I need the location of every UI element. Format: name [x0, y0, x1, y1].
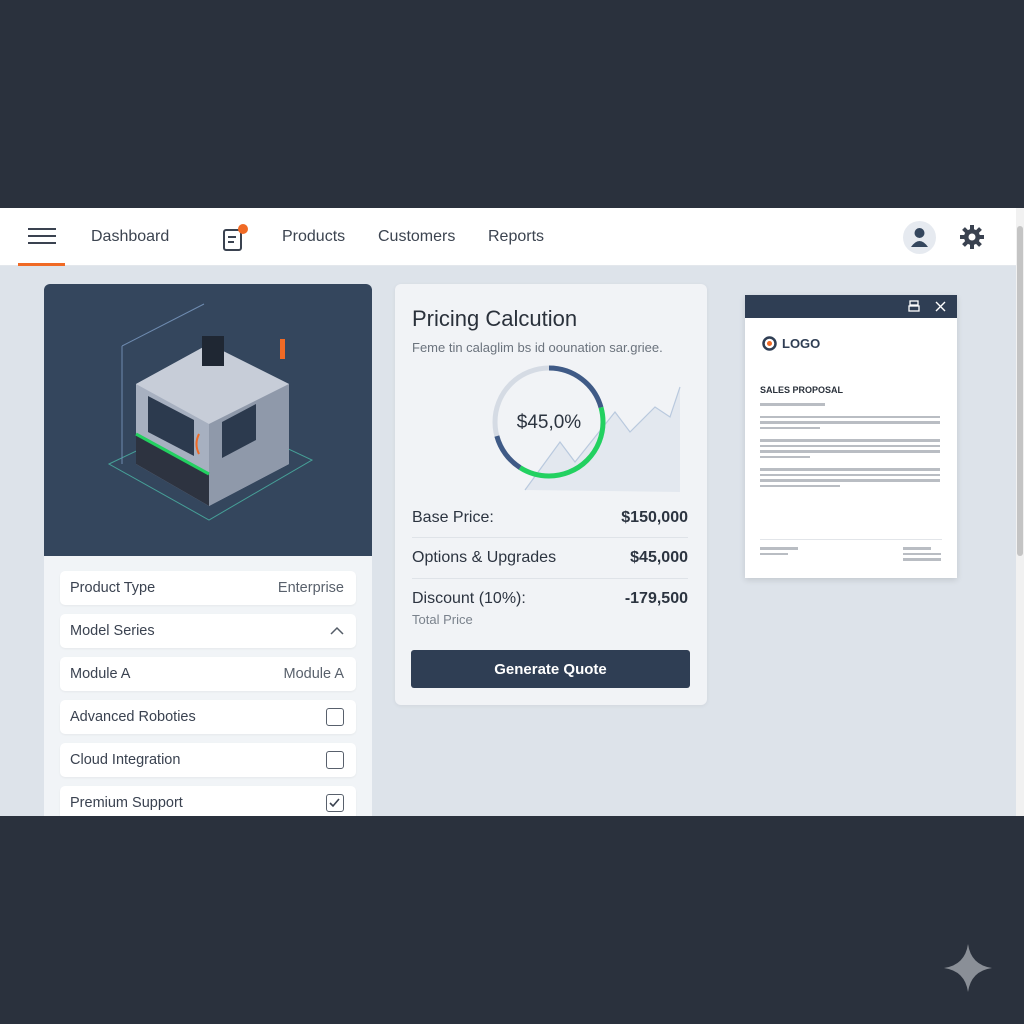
advanced-robotics-row: Advanced Roboties — [60, 700, 356, 734]
module-row[interactable]: Module A Module A — [60, 657, 356, 691]
chevron-up-icon — [330, 626, 344, 635]
row-value: Module A — [283, 666, 344, 682]
row-label: Advanced Roboties — [70, 709, 196, 725]
footer-left — [760, 547, 798, 558]
line-label: Base Price: — [412, 509, 494, 526]
pricing-subtitle: Feme tin calaglim bs id oounation sar.gr… — [412, 340, 663, 355]
line-value: -179,500 — [624, 590, 688, 607]
product-type-row[interactable]: Product Type Enterprise — [60, 571, 356, 605]
nav-dashboard[interactable]: Dashboard — [91, 228, 170, 245]
premium-support-checkbox[interactable] — [326, 794, 344, 812]
pricing-title: Pricing Calcution — [412, 306, 578, 331]
cloud-integration-checkbox[interactable] — [326, 751, 344, 769]
line-value: $45,000 — [630, 549, 688, 566]
cloud-integration-row: Cloud Integration — [60, 743, 356, 777]
row-label: Model Series — [70, 623, 155, 639]
print-icon[interactable] — [908, 300, 920, 313]
app-window: Dashboard Products Customers Reports Pro… — [0, 208, 1024, 816]
config-list: Product Type Enterprise Model Series Modu… — [44, 556, 372, 816]
close-icon[interactable] — [935, 301, 946, 312]
line-value: $150,000 — [621, 509, 688, 526]
total-price-label: Total Price — [412, 612, 473, 627]
logo-text: LOGO — [782, 336, 821, 351]
check-icon — [329, 798, 340, 808]
row-label: Module A — [70, 666, 131, 682]
advanced-robotics-checkbox[interactable] — [326, 708, 344, 726]
sparkle-icon — [944, 944, 992, 992]
scrollbar[interactable] — [1016, 208, 1024, 816]
nav-products[interactable]: Products — [282, 228, 346, 245]
proposal-heading: SALES PROPOSAL — [760, 385, 844, 395]
sales-proposal-preview: LOGO SALES PROPOSAL — [745, 295, 957, 578]
nav-reports[interactable]: Reports — [488, 228, 545, 245]
row-label: Product Type — [70, 580, 156, 596]
discount-row: Discount (10%): -179,500 — [412, 590, 688, 608]
top-nav: Dashboard Products Customers Reports — [0, 208, 1016, 266]
pricing-card: Pricing Calcution Feme tin calaglim bs i… — [395, 284, 707, 705]
options-row: Options & Upgrades $45,000 — [412, 549, 688, 567]
active-indicator — [18, 263, 65, 266]
row-label: Cloud Integration — [70, 752, 181, 768]
price-gauge — [492, 365, 681, 492]
proposal-body — [760, 403, 940, 490]
user-avatar[interactable] — [903, 221, 936, 254]
generate-quote-button[interactable]: Generate Quote — [411, 650, 690, 688]
menu-icon[interactable] — [28, 228, 56, 246]
footer-right — [903, 547, 941, 564]
document-notification-icon[interactable] — [222, 224, 250, 252]
line-label: Discount (10%): — [412, 590, 526, 607]
line-label: Options & Upgrades — [412, 549, 557, 566]
machine-illustration — [44, 284, 372, 556]
row-value: Enterprise — [277, 580, 344, 596]
base-price-row: Base Price: $150,000 — [412, 509, 688, 527]
logo-icon — [762, 336, 777, 351]
gauge-label: $45,0% — [516, 412, 582, 433]
model-series-dropdown[interactable]: Model Series — [60, 614, 356, 648]
product-config-card: Product Type Enterprise Model Series Modu… — [44, 284, 372, 816]
premium-support-row: Premium Support — [60, 786, 356, 816]
row-label: Premium Support — [70, 795, 183, 811]
gear-icon[interactable] — [959, 224, 985, 250]
nav-customers[interactable]: Customers — [378, 228, 456, 245]
user-icon — [911, 228, 928, 247]
